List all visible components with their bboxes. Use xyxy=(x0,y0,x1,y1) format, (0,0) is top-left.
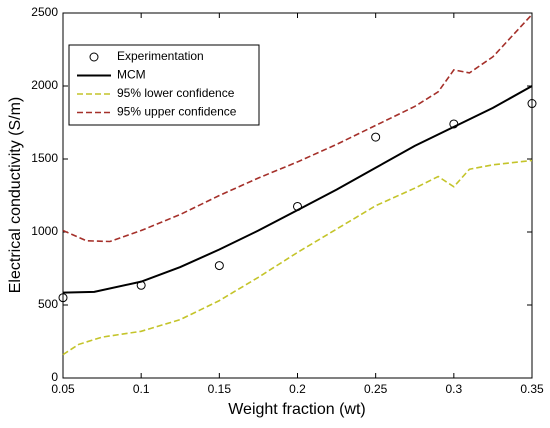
y-tick-label: 0 xyxy=(51,370,58,384)
data-point xyxy=(527,99,537,109)
y-axis-label: Electrical conductivity (S/m) xyxy=(7,97,24,294)
data-point xyxy=(214,261,224,271)
data-point xyxy=(371,132,381,142)
x-tick-label: 0.3 xyxy=(445,382,462,396)
y-tick-label: 1000 xyxy=(31,224,58,238)
y-tick-label: 1500 xyxy=(31,151,58,165)
x-tick-label: 0.2 xyxy=(289,382,306,396)
x-tick-label: 0.25 xyxy=(364,382,388,396)
legend-label: 95% upper confidence xyxy=(117,105,237,119)
data-point xyxy=(58,293,68,303)
line-series xyxy=(62,13,533,243)
legend-marker xyxy=(89,52,99,62)
legend-label: Experimentation xyxy=(117,49,204,63)
x-tick-label: 0.05 xyxy=(51,382,75,396)
y-tick-label: 2000 xyxy=(31,78,58,92)
legend-label: MCM xyxy=(117,68,146,82)
y-tick-label: 500 xyxy=(38,297,58,311)
line-series xyxy=(62,85,533,294)
y-tick-label: 2500 xyxy=(31,5,58,19)
line-series xyxy=(62,159,533,356)
x-tick-label: 0.1 xyxy=(133,382,150,396)
legend-label: 95% lower confidence xyxy=(117,86,235,100)
x-tick-label: 0.35 xyxy=(520,382,544,396)
legend: Experimentation MCM 95% lower confidence 95… xyxy=(68,44,260,126)
legend-box xyxy=(68,44,260,126)
x-tick-label: 0.15 xyxy=(208,382,232,396)
x-axis-label: Weight fraction (wt) xyxy=(228,401,366,418)
